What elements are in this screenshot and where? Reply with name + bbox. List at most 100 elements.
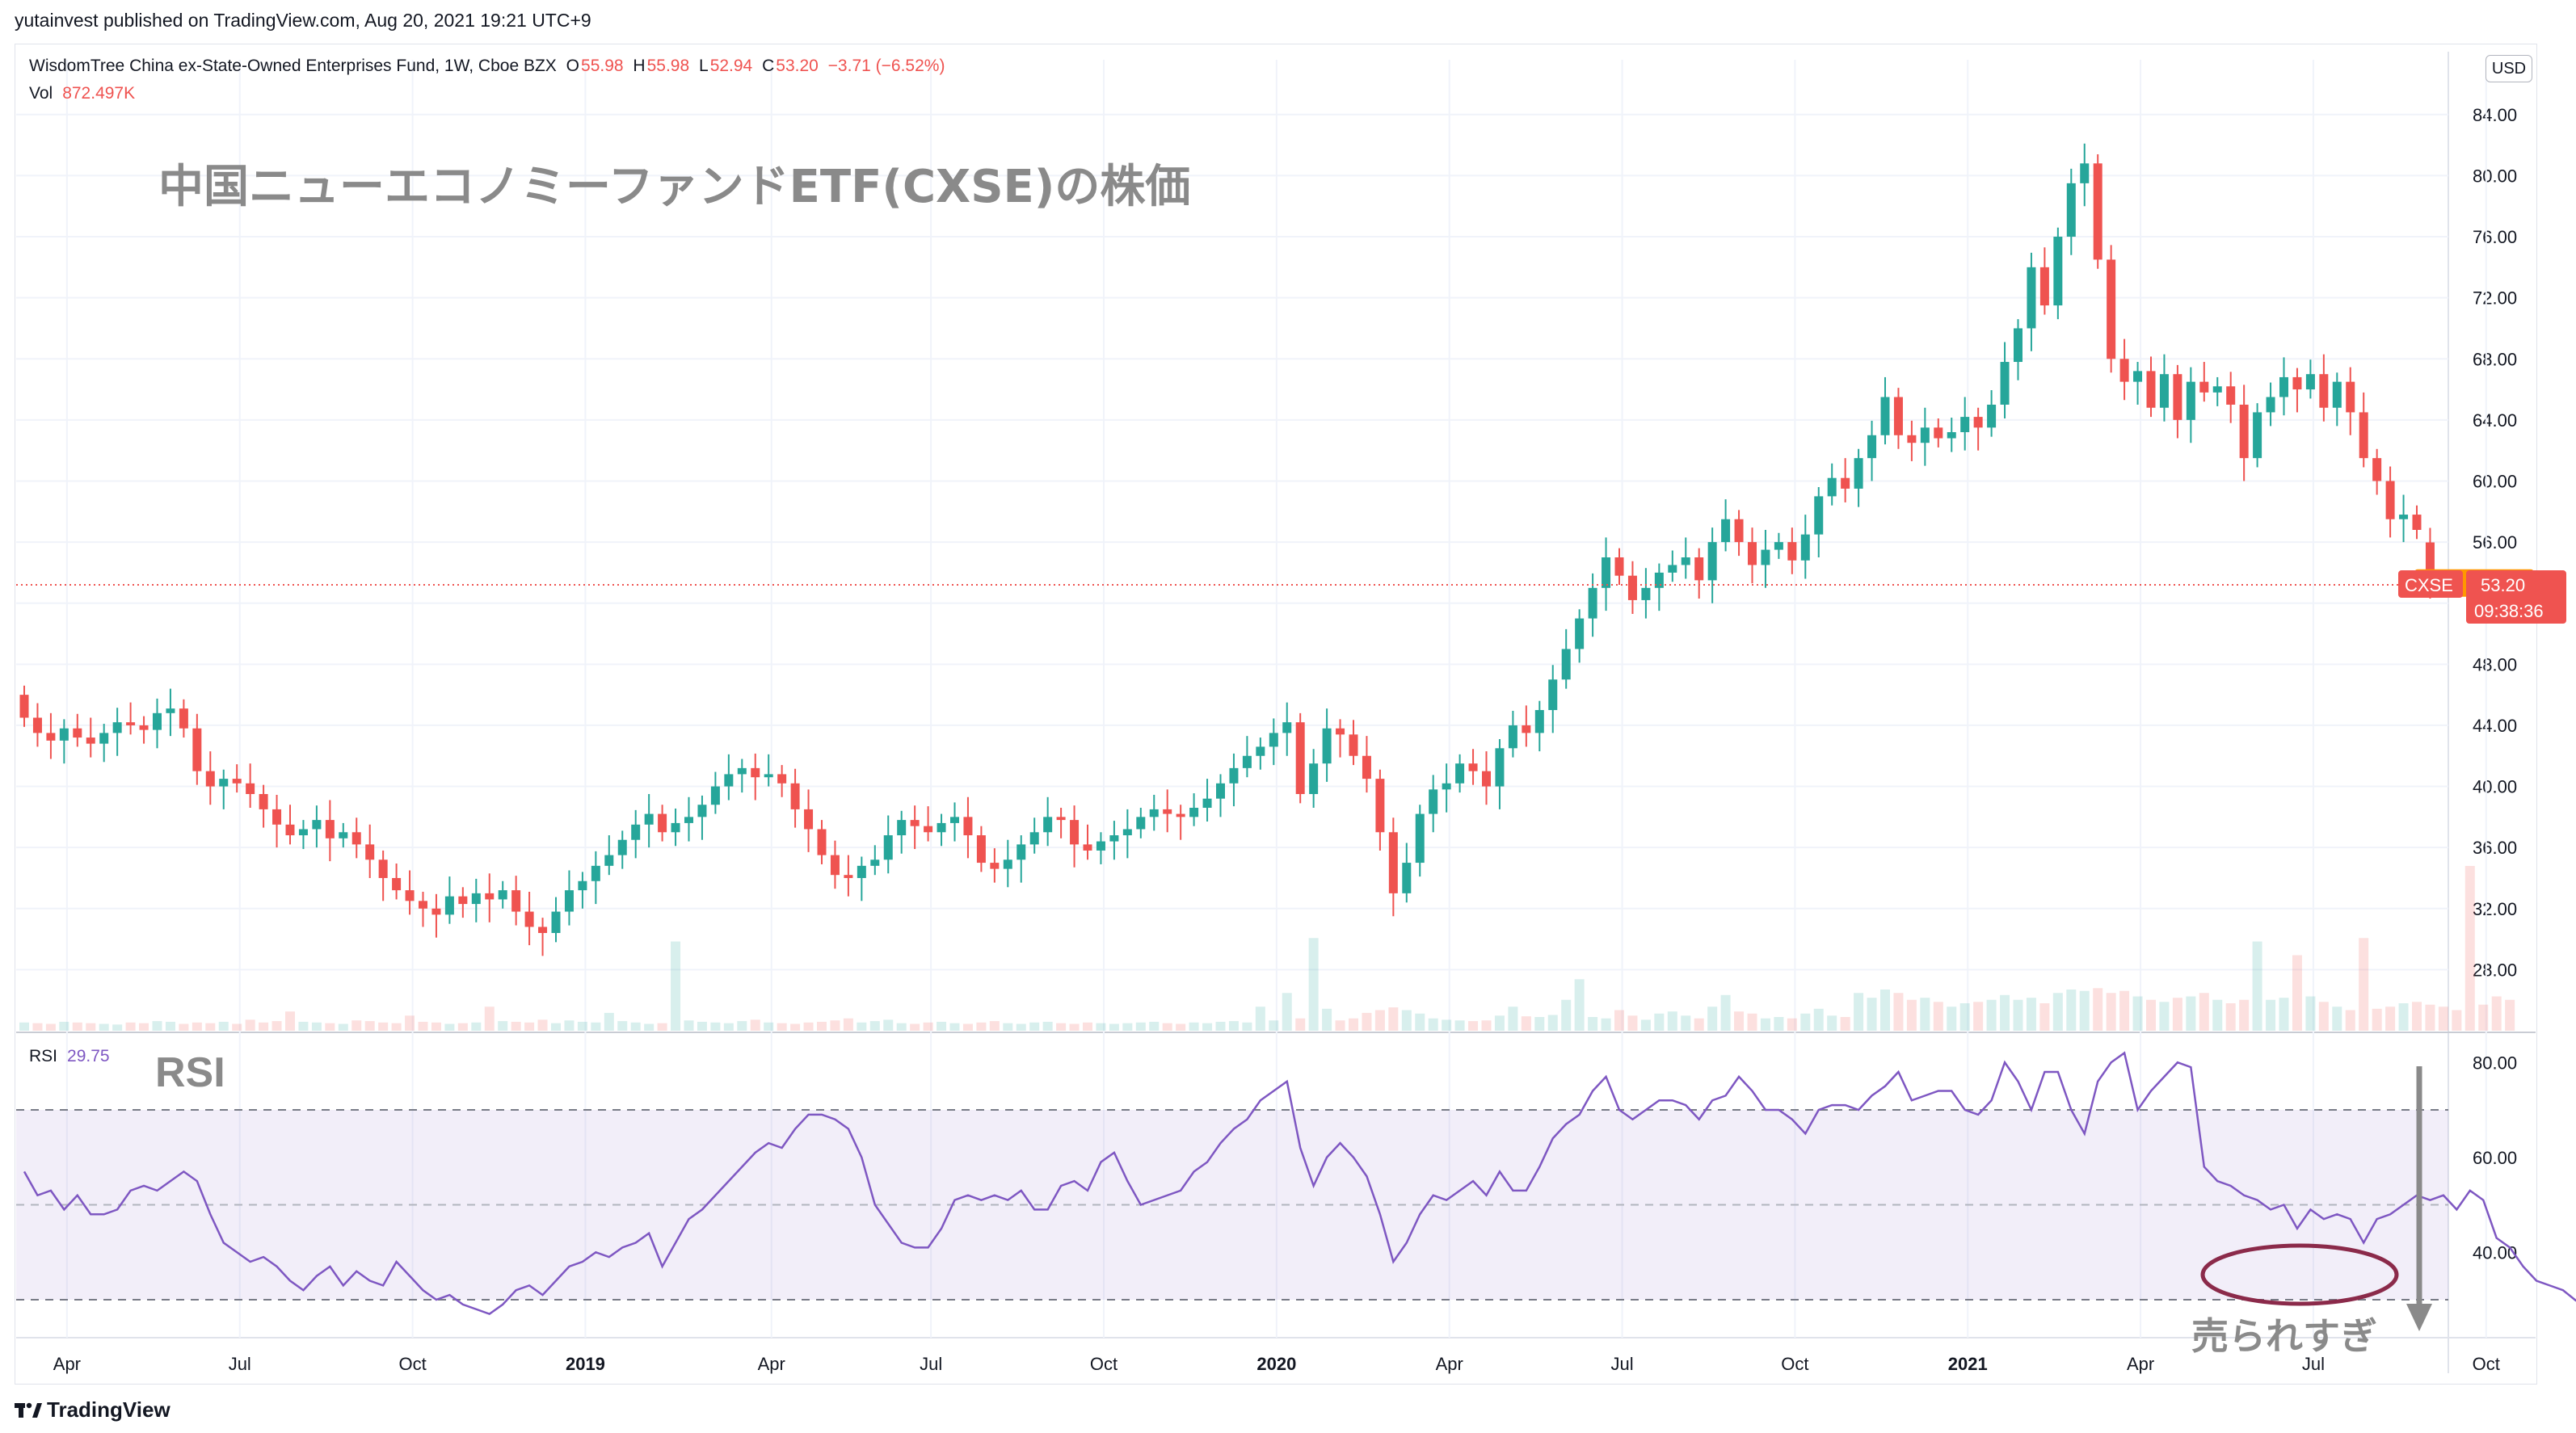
volume-bar bbox=[444, 1023, 455, 1031]
volume-bar bbox=[2318, 1002, 2329, 1031]
candle-body bbox=[2226, 386, 2236, 405]
volume-bar bbox=[338, 1023, 348, 1031]
volume-bar bbox=[1374, 1010, 1385, 1031]
symbol-name: WisdomTree China ex-State-Owned Enterpri… bbox=[29, 57, 557, 75]
annotation-oversold: 売られすぎ bbox=[2191, 1314, 2377, 1358]
volume-bar bbox=[112, 1024, 123, 1031]
candle-body bbox=[644, 813, 654, 825]
symbol-tag-label: CXSE bbox=[2405, 575, 2453, 595]
volume-bar bbox=[2252, 941, 2262, 1031]
candle-body bbox=[1508, 725, 1517, 749]
volume-bar bbox=[723, 1023, 734, 1031]
volume-bar bbox=[644, 1023, 655, 1031]
volume-bar bbox=[2093, 988, 2103, 1031]
candle-body bbox=[1841, 477, 1850, 489]
candle-body bbox=[1070, 820, 1080, 845]
volume-bar bbox=[937, 1021, 947, 1031]
volume-bar bbox=[2052, 993, 2063, 1031]
volume-bar bbox=[1534, 1017, 1545, 1031]
volume-bar bbox=[2345, 1010, 2355, 1031]
candle-body bbox=[658, 813, 667, 833]
candle-body bbox=[1893, 397, 1903, 435]
candle-body bbox=[1189, 808, 1199, 817]
volume-bar bbox=[1189, 1022, 1199, 1031]
volume-bar bbox=[245, 1019, 255, 1031]
candle-body bbox=[924, 826, 933, 833]
volume-bar bbox=[1787, 1018, 1797, 1031]
currency-button[interactable]: USD bbox=[2486, 55, 2532, 82]
volume-bar bbox=[2398, 1003, 2409, 1031]
symbol-legend: WisdomTree China ex-State-Owned Enterpri… bbox=[29, 57, 949, 76]
volume-bar bbox=[1720, 994, 1731, 1031]
time-tick-label: Jul bbox=[2302, 1354, 2325, 1374]
candle-body bbox=[1415, 813, 1425, 864]
volume-bar bbox=[2491, 996, 2502, 1031]
volume-bar bbox=[1135, 1022, 1146, 1031]
candle-body bbox=[2319, 374, 2329, 408]
volume-bar bbox=[498, 1021, 508, 1031]
volume-bar bbox=[418, 1021, 428, 1031]
candle-body bbox=[325, 820, 335, 838]
volume-bar bbox=[1813, 1008, 1824, 1031]
volume-bar bbox=[378, 1022, 389, 1031]
volume-bar bbox=[537, 1019, 548, 1031]
volume-bar bbox=[2332, 1006, 2342, 1031]
candle-body bbox=[285, 824, 295, 836]
volume-bar bbox=[471, 1022, 482, 1031]
last-price-tag bbox=[2466, 570, 2566, 624]
volume-bar bbox=[1494, 1015, 1505, 1031]
time-tick-label: Oct bbox=[398, 1354, 426, 1374]
candle-body bbox=[777, 774, 787, 784]
volume-bar bbox=[1986, 999, 1997, 1031]
candle-body bbox=[179, 708, 188, 729]
candle-body bbox=[1721, 519, 1731, 543]
candle-body bbox=[339, 832, 348, 838]
time-tick-label: Jul bbox=[1610, 1354, 1633, 1374]
candle-body bbox=[1256, 746, 1265, 756]
candle-body bbox=[2014, 328, 2022, 363]
volume-bar bbox=[271, 1021, 282, 1031]
volume-bar bbox=[1308, 938, 1319, 1031]
volume-bar bbox=[1760, 1018, 1770, 1031]
volume-bar bbox=[1627, 1015, 1638, 1031]
candle-body bbox=[1575, 618, 1585, 649]
volume-bar bbox=[1707, 1006, 1718, 1031]
rsi-tick-label: 80.00 bbox=[2473, 1053, 2517, 1073]
high-value: 55.98 bbox=[646, 57, 690, 75]
candle-body bbox=[232, 779, 242, 784]
candle-body bbox=[671, 822, 680, 833]
price-tick-label: 36.00 bbox=[2473, 838, 2517, 858]
tradingview-logo[interactable]: TradingView bbox=[15, 1397, 170, 1422]
rsi-series-line bbox=[23, 1051, 2576, 1316]
change-value: −3.71 (−6.52%) bbox=[827, 57, 945, 75]
volume-bar bbox=[1468, 1021, 1479, 1031]
candle-body bbox=[99, 733, 109, 744]
volume-bar bbox=[32, 1023, 43, 1031]
volume-bar bbox=[1295, 1018, 1306, 1031]
volume-bar bbox=[1042, 1021, 1053, 1031]
candle-body bbox=[1096, 841, 1105, 851]
candle-body bbox=[1375, 779, 1385, 833]
volume-bar bbox=[2039, 1003, 2050, 1031]
volume-bar bbox=[1454, 1020, 1465, 1031]
candle-body bbox=[790, 783, 800, 809]
volume-bar bbox=[1880, 990, 1890, 1031]
volume-bar bbox=[1601, 1018, 1611, 1031]
volume-bar bbox=[311, 1022, 322, 1031]
candle-body bbox=[844, 875, 853, 878]
candle-body bbox=[1787, 542, 1797, 561]
candle-body bbox=[2159, 374, 2169, 408]
candle-body bbox=[2253, 412, 2262, 459]
candle-body bbox=[498, 890, 507, 900]
volume-bar bbox=[59, 1021, 69, 1031]
volume-bar bbox=[2066, 990, 2077, 1031]
volume-bar bbox=[19, 1022, 29, 1031]
volume-bar bbox=[1029, 1022, 1040, 1031]
candle-body bbox=[1987, 404, 1997, 428]
volume-bar bbox=[1734, 1011, 1745, 1031]
candle-body bbox=[937, 822, 946, 833]
candle-body bbox=[883, 835, 893, 860]
volume-bar bbox=[2266, 999, 2276, 1031]
volume-bar bbox=[1335, 1020, 1345, 1031]
